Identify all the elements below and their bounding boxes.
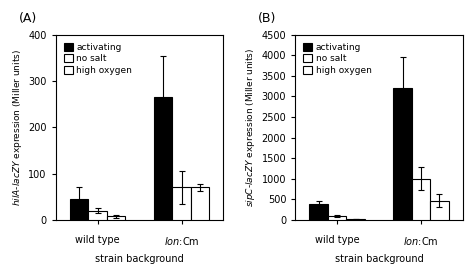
Text: wild type: wild type [315,235,359,245]
Bar [107,216,126,220]
Bar [154,97,173,220]
Y-axis label: $\mathit{sipC}$-$\mathit{lacZY}$ expression (Miller units): $\mathit{sipC}$-$\mathit{lacZY}$ express… [244,48,257,207]
Text: $\mathit{lon}$:Cm: $\mathit{lon}$:Cm [403,235,439,247]
X-axis label: strain background: strain background [335,254,423,264]
Bar [89,211,107,220]
Text: $\mathit{lon}$:Cm: $\mathit{lon}$:Cm [164,235,200,247]
Text: (B): (B) [258,12,277,26]
Legend: activating, no salt, high oxygen: activating, no salt, high oxygen [301,41,374,76]
Bar [328,216,346,220]
Legend: activating, no salt, high oxygen: activating, no salt, high oxygen [62,41,134,76]
Bar [70,199,89,220]
X-axis label: strain background: strain background [95,254,184,264]
Y-axis label: $\mathit{hilA}$-$\mathit{lacZY}$ expression (Miller units): $\mathit{hilA}$-$\mathit{lacZY}$ express… [11,49,24,206]
Bar [173,188,191,220]
Bar [393,88,412,220]
Bar [310,204,328,220]
Text: (A): (A) [19,12,37,26]
Bar [191,188,209,220]
Bar [346,219,365,220]
Bar [412,179,430,220]
Text: wild type: wild type [75,235,120,245]
Bar [430,200,448,220]
